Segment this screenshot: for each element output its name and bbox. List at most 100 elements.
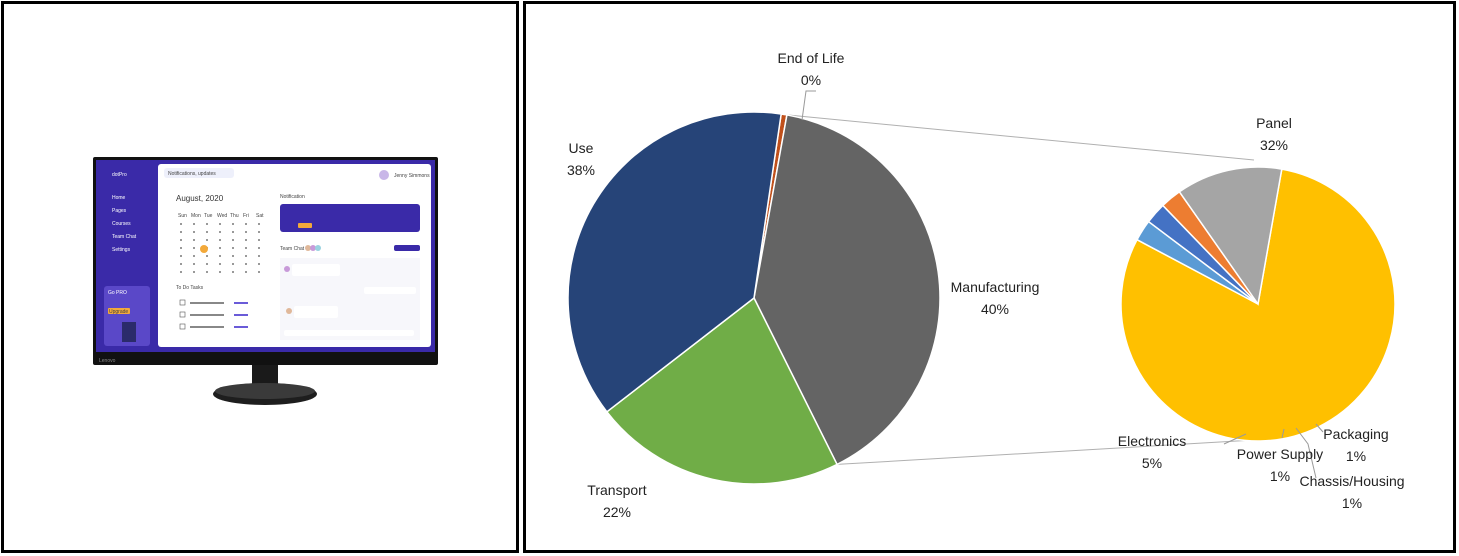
- label-category-manufacturing: Manufacturing: [951, 279, 1040, 295]
- label-category-packaging: Packaging: [1323, 426, 1388, 442]
- calendar-day: [193, 263, 195, 265]
- sidebar-item-settings: Settings: [112, 247, 131, 253]
- calendar-day: [245, 223, 247, 225]
- todo-text: [190, 326, 224, 328]
- weekday-label: Fri: [243, 213, 249, 219]
- calendar-day: [245, 231, 247, 233]
- user-name: Jenny Simmons: [394, 173, 430, 179]
- search-placeholder: Notifications, updates: [168, 171, 216, 177]
- promo-illustration: [122, 322, 136, 342]
- calendar-day: [219, 223, 221, 225]
- promo-button-label: Upgrade: [109, 309, 128, 315]
- leader-chassis-housing: [1295, 427, 1317, 479]
- slice-use: [567, 111, 783, 413]
- label-category-panel: Panel: [1256, 115, 1292, 131]
- calendar-day: [180, 247, 182, 249]
- chat-avatar: [286, 308, 292, 314]
- calendar-day: [206, 255, 208, 257]
- calendar-grid: Sun Mon Tue Wed Thu Fri Sat: [178, 213, 264, 273]
- label-category-use: Use: [569, 140, 594, 156]
- notification-title: Notification: [280, 194, 305, 200]
- calendar-day: [206, 239, 208, 241]
- calendar-day: [232, 263, 234, 265]
- calendar-day: [180, 271, 182, 273]
- calendar-day: [193, 271, 195, 273]
- chat-bubble: [292, 264, 340, 276]
- calendar-day: [206, 231, 208, 233]
- label-chassis-housing: Chassis/Housing 1%: [1299, 473, 1404, 511]
- calendar-day: [180, 263, 182, 265]
- todo-checkbox: [179, 311, 186, 318]
- promo-button: [108, 308, 130, 314]
- calendar-today: [200, 245, 208, 253]
- calendar-day: [206, 271, 208, 273]
- label-percent-electronics: 5%: [1142, 455, 1162, 471]
- weekday-label: Sun: [178, 213, 187, 219]
- monitor-image-panel: dotPro Home Pages Courses Team Chat Settings…: [1, 1, 519, 553]
- calendar-day: [245, 239, 247, 241]
- calendar-day: [193, 239, 195, 241]
- connector-lines: [786, 114, 1255, 465]
- sidebar-item-home: Home: [112, 195, 126, 201]
- calendar-day: [193, 255, 195, 257]
- calendar-day: [245, 255, 247, 257]
- calendar-day: [232, 231, 234, 233]
- chat-avatar: [284, 266, 290, 272]
- calendar-day: [258, 271, 260, 273]
- calendar-day: [245, 247, 247, 249]
- label-transport: Transport 22%: [587, 482, 647, 520]
- calendar-day: [245, 271, 247, 273]
- leader-packaging: [1315, 423, 1324, 433]
- calendar-day: [206, 223, 208, 225]
- calendar-day: [219, 255, 221, 257]
- monitor-neck: [252, 365, 278, 385]
- promo-title: Go PRO: [108, 290, 127, 296]
- label-category-transport: Transport: [587, 482, 647, 498]
- calendar-day: [258, 247, 260, 249]
- calendar-day: [232, 223, 234, 225]
- leader-end-of-life: [801, 90, 816, 121]
- leader-electronics: [1223, 433, 1247, 445]
- chat-avatar: [305, 245, 311, 251]
- todo-checkbox: [179, 299, 186, 306]
- label-percent-end-of-life: 0%: [801, 72, 821, 88]
- todo-text: [190, 314, 224, 316]
- calendar-day: [180, 255, 182, 257]
- notification-card: [280, 204, 420, 232]
- calendar-day: [219, 231, 221, 233]
- todo-text: [190, 302, 224, 304]
- slice-transport: [605, 296, 839, 485]
- calendar-day: [193, 247, 195, 249]
- weekday-label: Sat: [256, 213, 264, 219]
- label-power-supply: Power Supply 1%: [1237, 446, 1323, 484]
- app-name: dotPro: [112, 172, 127, 178]
- calendar-day: [258, 231, 260, 233]
- weekday-label: Mon: [191, 213, 201, 219]
- slice-electronics: [1178, 166, 1283, 306]
- avatar: [379, 170, 389, 180]
- label-percent-panel: 32%: [1260, 137, 1288, 153]
- lifecycle-pie: [567, 111, 941, 485]
- todo-list: [179, 299, 248, 330]
- monitor-brand: Lenovo: [99, 358, 116, 364]
- weekday-label: Thu: [230, 213, 239, 219]
- calendar-day: [180, 231, 182, 233]
- label-manufacturing: Manufacturing 40%: [951, 279, 1040, 317]
- notification-button: [298, 223, 312, 228]
- label-end-of-life: End of Life 0%: [778, 50, 845, 88]
- label-use: Use 38%: [567, 140, 595, 178]
- leader-power-supply: [1281, 428, 1285, 439]
- calendar-day: [258, 223, 260, 225]
- todo-link: [234, 314, 248, 316]
- calendar-day: [193, 223, 195, 225]
- connector-line-top: [786, 114, 1255, 161]
- label-category-chassis-housing: Chassis/Housing: [1299, 473, 1404, 489]
- search-bar: [164, 168, 234, 178]
- team-chat-title: Team Chat: [280, 246, 305, 252]
- calendar-day: [258, 239, 260, 241]
- slice-manufacturing: [753, 114, 941, 466]
- sidebar-item-team-chat: Team Chat: [112, 234, 137, 240]
- monitor-illustration: dotPro Home Pages Courses Team Chat Settings…: [93, 157, 438, 405]
- calendar-day: [232, 239, 234, 241]
- calendar-day: [232, 255, 234, 257]
